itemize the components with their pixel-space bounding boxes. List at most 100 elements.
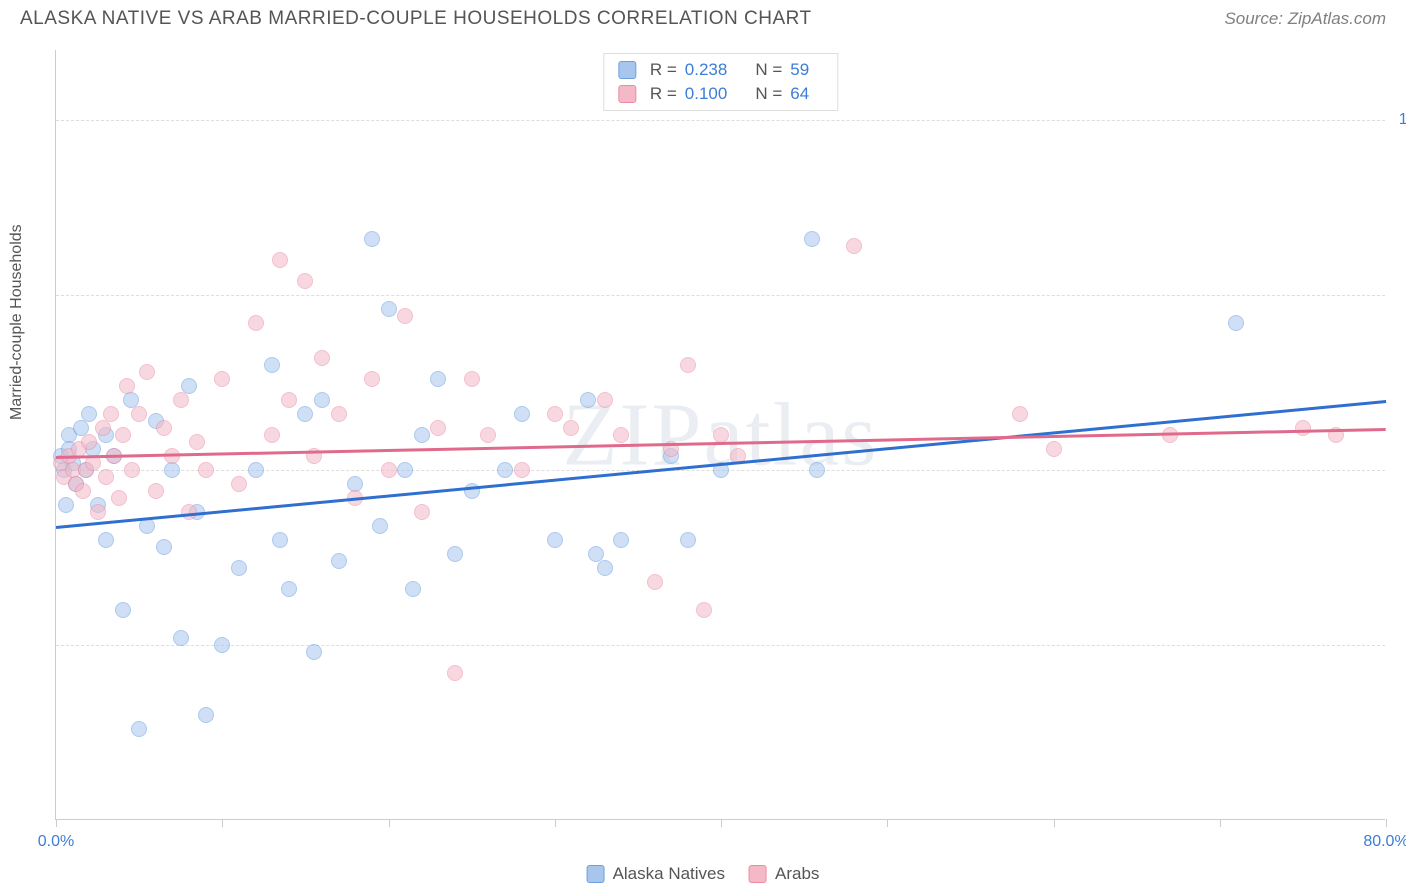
- n-label: N =: [755, 60, 782, 80]
- data-point: [314, 392, 330, 408]
- data-point: [111, 490, 127, 506]
- data-point: [90, 504, 106, 520]
- data-point: [281, 581, 297, 597]
- x-tick: [1054, 819, 1055, 827]
- data-point: [563, 420, 579, 436]
- data-point: [514, 406, 530, 422]
- data-point: [696, 602, 712, 618]
- legend-swatch: [618, 61, 636, 79]
- data-point: [713, 427, 729, 443]
- data-point: [198, 462, 214, 478]
- data-point: [98, 532, 114, 548]
- y-tick-label: 50.0%: [1393, 461, 1406, 479]
- data-point: [597, 392, 613, 408]
- data-point: [198, 707, 214, 723]
- n-label: N =: [755, 84, 782, 104]
- data-point: [414, 427, 430, 443]
- data-point: [231, 560, 247, 576]
- data-point: [314, 350, 330, 366]
- data-point: [231, 476, 247, 492]
- data-point: [248, 315, 264, 331]
- data-point: [306, 644, 322, 660]
- data-point: [81, 434, 97, 450]
- data-point: [156, 539, 172, 555]
- data-point: [397, 462, 413, 478]
- chart-title: ALASKA NATIVE VS ARAB MARRIED-COUPLE HOU…: [20, 8, 812, 30]
- x-tick-label: 80.0%: [1363, 833, 1406, 851]
- data-point: [1012, 406, 1028, 422]
- data-point: [297, 406, 313, 422]
- data-point: [414, 504, 430, 520]
- r-label: R =: [650, 84, 677, 104]
- x-tick: [555, 819, 556, 827]
- x-tick: [721, 819, 722, 827]
- x-tick-label: 0.0%: [38, 833, 74, 851]
- y-axis-label: Married-couple Households: [8, 224, 26, 420]
- data-point: [381, 301, 397, 317]
- legend-item: Arabs: [749, 864, 819, 884]
- data-point: [680, 532, 696, 548]
- data-point: [281, 392, 297, 408]
- data-point: [115, 427, 131, 443]
- series-legend: Alaska Natives Arabs: [587, 864, 820, 884]
- data-point: [189, 434, 205, 450]
- x-tick: [222, 819, 223, 827]
- gridline: [56, 295, 1385, 296]
- data-point: [81, 406, 97, 422]
- data-point: [447, 665, 463, 681]
- x-tick: [1220, 819, 1221, 827]
- data-point: [647, 574, 663, 590]
- plot-area: ZIPatlas R =0.238N =59R =0.100N =64 25.0…: [55, 50, 1385, 820]
- data-point: [809, 462, 825, 478]
- legend-item: Alaska Natives: [587, 864, 725, 884]
- data-point: [613, 427, 629, 443]
- data-point: [364, 231, 380, 247]
- data-point: [846, 238, 862, 254]
- data-point: [514, 462, 530, 478]
- data-point: [580, 392, 596, 408]
- x-tick: [1386, 819, 1387, 827]
- legend-row: R =0.100N =64: [618, 82, 823, 106]
- data-point: [131, 406, 147, 422]
- data-point: [119, 378, 135, 394]
- data-point: [547, 406, 563, 422]
- gridline: [56, 120, 1385, 121]
- data-point: [1228, 315, 1244, 331]
- correlation-legend: R =0.238N =59R =0.100N =64: [603, 53, 838, 111]
- data-point: [1295, 420, 1311, 436]
- data-point: [297, 273, 313, 289]
- data-point: [272, 252, 288, 268]
- data-point: [75, 483, 91, 499]
- data-point: [264, 357, 280, 373]
- n-value: 59: [790, 60, 809, 80]
- y-tick-label: 25.0%: [1393, 636, 1406, 654]
- data-point: [164, 462, 180, 478]
- data-point: [58, 497, 74, 513]
- r-label: R =: [650, 60, 677, 80]
- data-point: [139, 364, 155, 380]
- data-point: [131, 721, 147, 737]
- data-point: [95, 420, 111, 436]
- y-tick-label: 75.0%: [1393, 286, 1406, 304]
- data-point: [331, 406, 347, 422]
- data-point: [597, 560, 613, 576]
- data-point: [372, 518, 388, 534]
- data-point: [173, 630, 189, 646]
- data-point: [464, 371, 480, 387]
- data-point: [272, 532, 288, 548]
- data-point: [248, 462, 264, 478]
- x-tick: [887, 819, 888, 827]
- r-value: 0.100: [685, 84, 728, 104]
- x-tick: [389, 819, 390, 827]
- data-point: [331, 553, 347, 569]
- data-point: [1046, 441, 1062, 457]
- data-point: [430, 371, 446, 387]
- data-point: [680, 357, 696, 373]
- legend-swatch: [618, 85, 636, 103]
- data-point: [214, 371, 230, 387]
- data-point: [98, 469, 114, 485]
- data-point: [364, 371, 380, 387]
- data-point: [547, 532, 563, 548]
- r-value: 0.238: [685, 60, 728, 80]
- y-tick-label: 100.0%: [1393, 111, 1406, 129]
